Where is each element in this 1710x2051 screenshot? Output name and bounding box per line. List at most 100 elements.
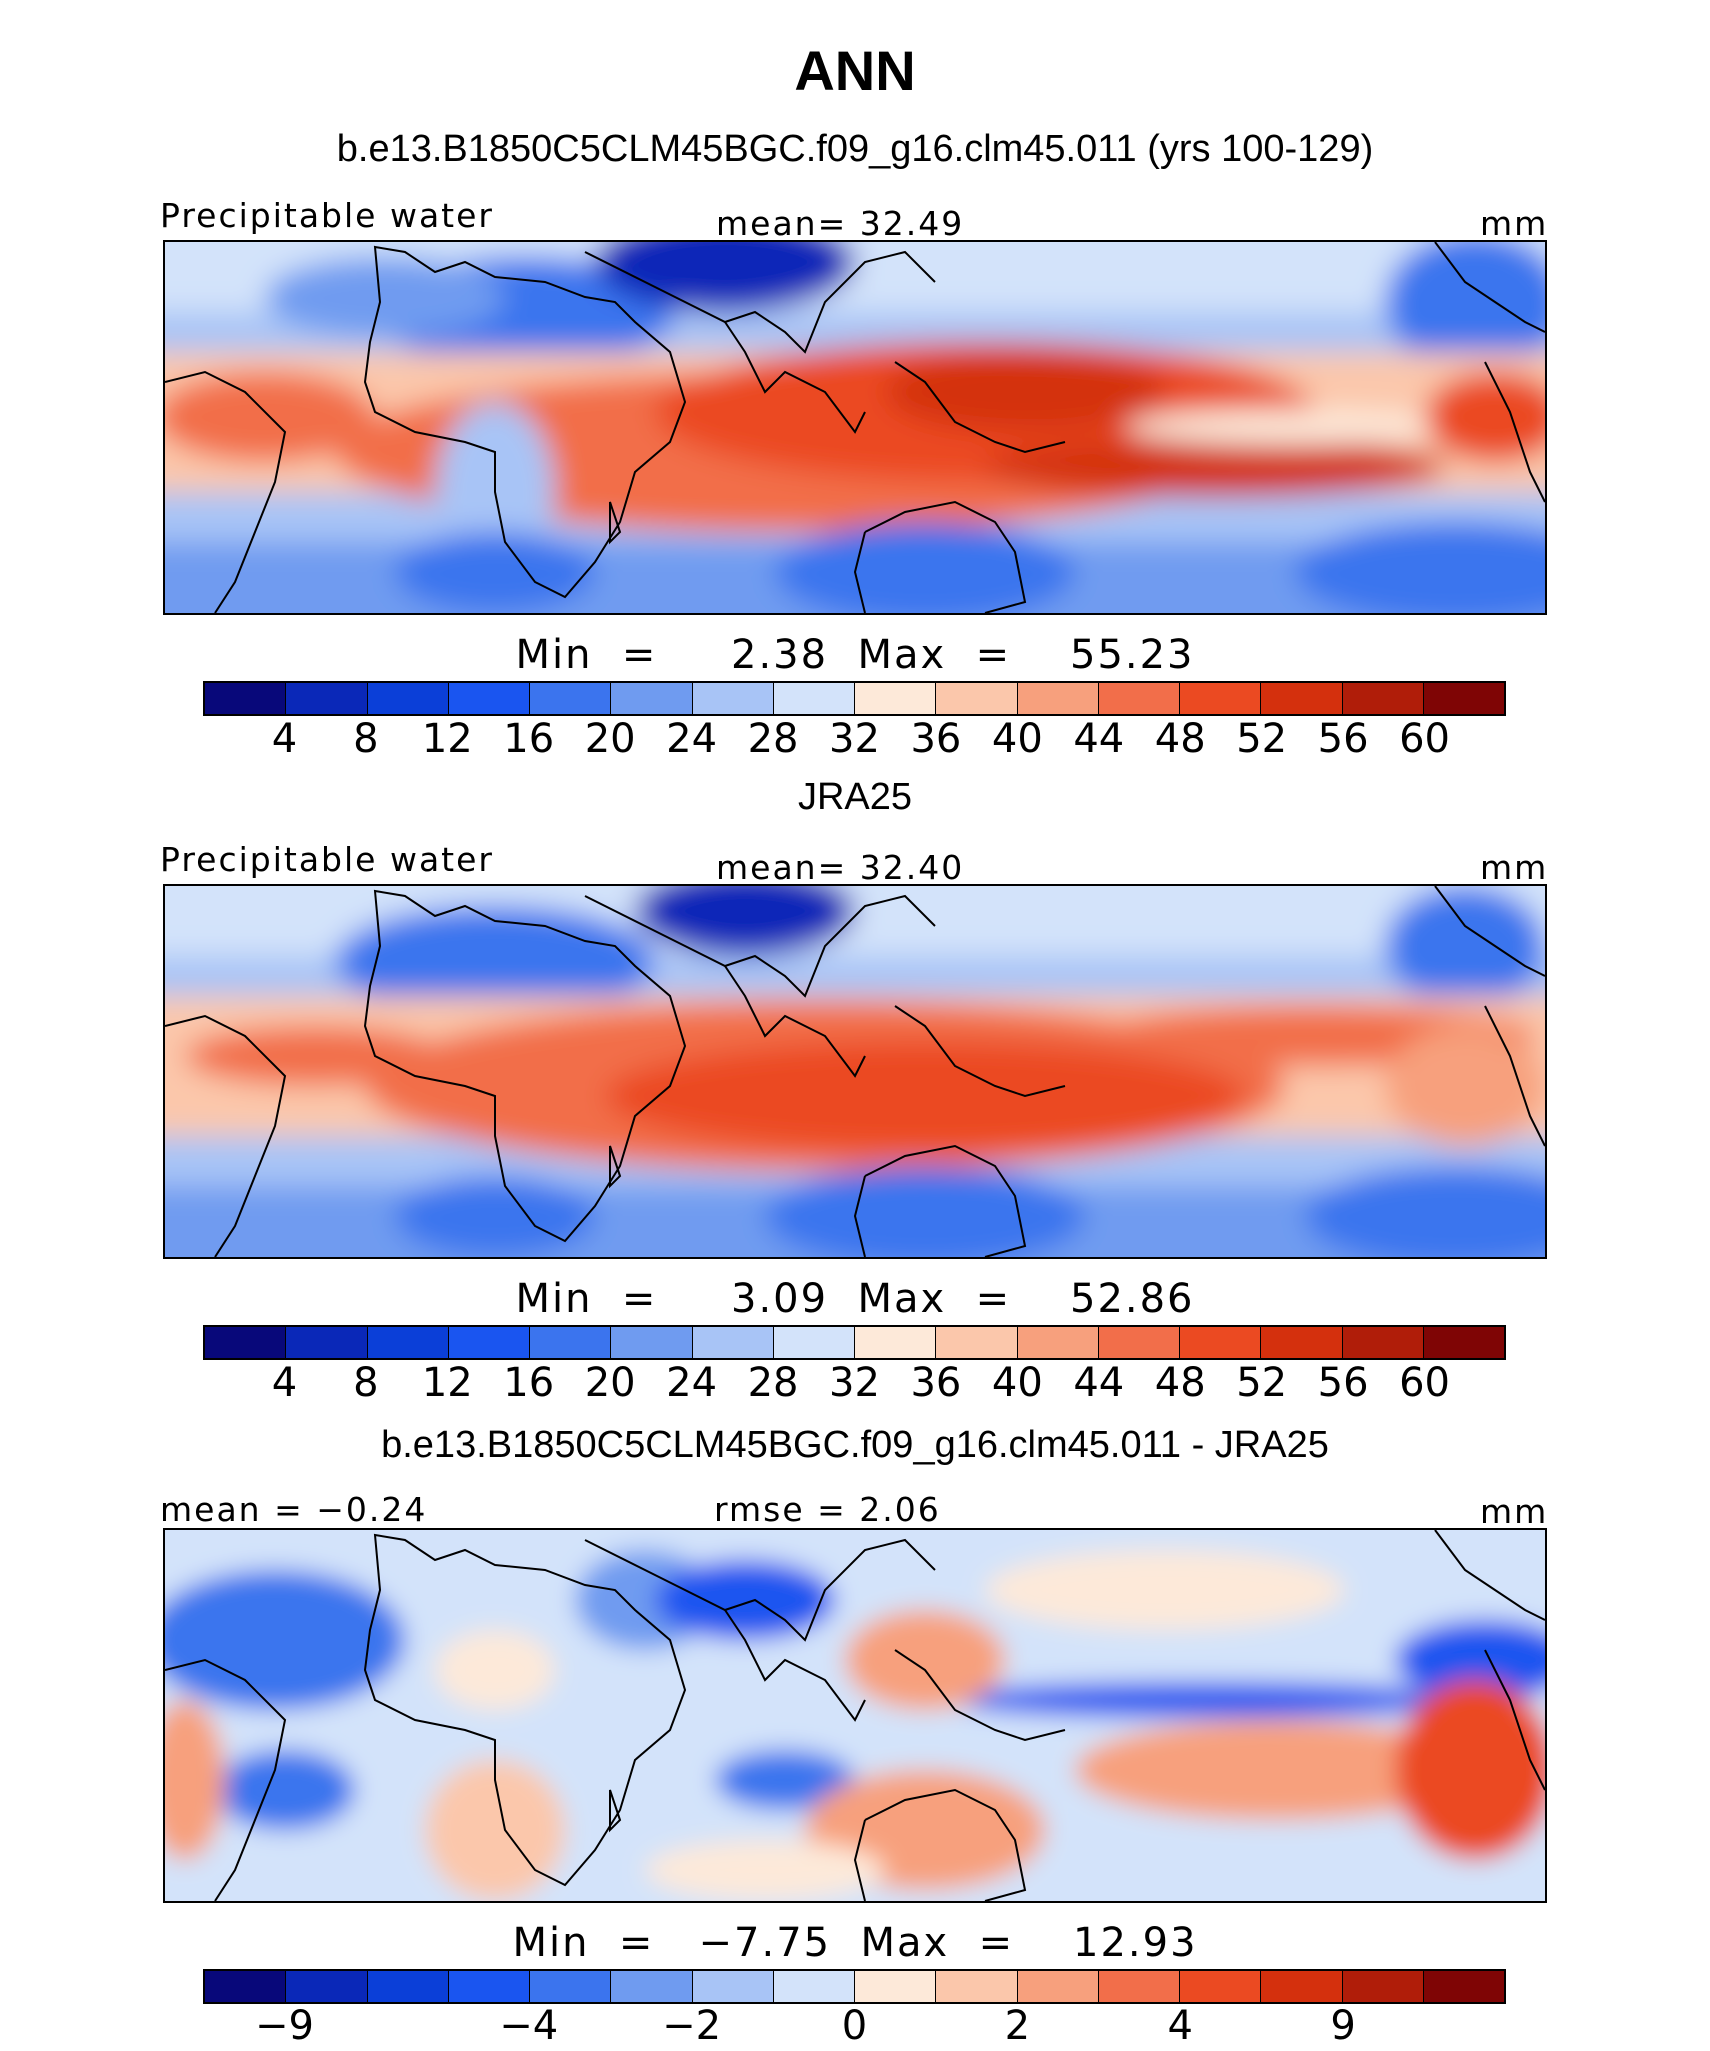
colorbar-cell [1180,683,1262,714]
colorbar-cell [530,1327,612,1358]
colorbar-tick-label: 8 [353,716,379,762]
panel-1-mean-label: mean= 32.49 [716,204,965,243]
panel-3-rmse-label: rmse = 2.06 [714,1490,941,1529]
colorbar-cell [773,1327,855,1358]
colorbar-cell [1098,1971,1180,2002]
colorbar-cell [1342,683,1424,714]
colorbar-cell [611,1971,693,2002]
colorbar-cell [448,683,530,714]
colorbar-cell [1180,1327,1262,1358]
colorbar-cell [448,1971,530,2002]
colorbar-cell [1261,1327,1343,1358]
colorbar-cell [205,1971,287,2002]
colorbar-tick-label: 32 [829,1360,880,1406]
colorbar-tick-label: 0 [841,2003,868,2049]
colorbar-tick-label: 28 [747,1360,799,1406]
colorbar-tick-label: 44 [1073,1360,1125,1406]
colorbar-tick-label: 36 [910,1360,962,1406]
colorbar-tick-label: 40 [991,1360,1043,1406]
panel-1-colorbar-ticks: 4 8 12 16 20 24 28 32 36 40 44 48 52 56 60 [203,716,1506,762]
colorbar-cell [1098,683,1180,714]
colorbar-tick-label: 48 [1154,1360,1206,1406]
colorbar-cell [286,1971,368,2002]
colorbar-tick-label: 60 [1399,1360,1451,1406]
colorbar-tick-label: 8 [353,1360,379,1406]
colorbar-tick-label: 12 [421,1360,473,1406]
panel-3-colorbar [203,1969,1506,2004]
colorbar-tick-label: 24 [666,1360,718,1406]
colorbar-tick-label: −2 [662,2003,722,2049]
colorbar-cell [1423,1327,1504,1358]
colorbar-tick-label: 32 [829,716,880,762]
colorbar-tick-label: 28 [747,716,799,762]
colorbar-tick-label: 48 [1154,716,1206,762]
colorbar-cell [692,1971,774,2002]
colorbar-cell [205,683,287,714]
panel-2-mean-label: mean= 32.40 [716,848,965,887]
colorbar-tick-label: 56 [1317,1360,1369,1406]
colorbar-tick-label: 36 [910,716,962,762]
panel-2-title: JRA25 [797,776,913,818]
panel-3-mean-label: mean = −0.24 [160,1490,428,1529]
colorbar-cell [773,683,855,714]
colorbar-tick-label: −9 [254,2003,314,2049]
panel-2-colorbar-ticks: 4 8 12 16 20 24 28 32 36 40 44 48 52 56 60 [203,1360,1506,1406]
colorbar-tick-label: 52 [1236,716,1288,762]
colorbar-cell [611,683,693,714]
colorbar-cell [1342,1327,1424,1358]
colorbar-cell [936,1327,1018,1358]
panel-2-units-label: mm [1480,848,1549,887]
panel-1-map [163,240,1547,615]
panel-3-map [163,1528,1547,1903]
colorbar-tick-label: 4 [1167,2003,1193,2049]
figure-title: ANN [794,39,916,102]
panel-2-map [163,884,1547,1259]
colorbar-cell [855,683,937,714]
panel-3-title: b.e13.B1850C5CLM45BGC.f09_g16.clm45.011 … [381,1424,1329,1466]
panel-3-units-label: mm [1480,1492,1549,1531]
panel-2-colorbar [203,1325,1506,1360]
colorbar-cell [286,1327,368,1358]
colorbar-cell [1098,1327,1180,1358]
panel-1-variable-label: Precipitable water [160,196,494,235]
colorbar-tick-label: 4 [271,716,298,762]
panel-3-min-max: Min = −7.75 Max = 12.93 [512,1920,1198,1966]
panel-2-variable-label: Precipitable water [160,840,494,879]
colorbar-cell [1017,1327,1099,1358]
colorbar-tick-label: 2 [1004,2003,1031,2049]
panel-1-min-max: Min = 2.38 Max = 55.23 [515,632,1195,678]
colorbar-cell [936,1971,1018,2002]
colorbar-tick-label: 20 [584,1360,636,1406]
colorbar-tick-label: 40 [991,716,1043,762]
colorbar-cell [530,683,612,714]
colorbar-cell [367,1971,449,2002]
colorbar-tick-label: 44 [1073,716,1125,762]
colorbar-tick-label: 24 [666,716,718,762]
colorbar-cell [530,1971,612,2002]
colorbar-cell [1423,683,1504,714]
colorbar-tick-label: 16 [503,1360,555,1406]
colorbar-cell [855,1971,937,2002]
colorbar-tick-label: 9 [1330,2003,1356,2049]
panel-2-min-max: Min = 3.09 Max = 52.86 [515,1276,1195,1322]
colorbar-cell [692,1327,774,1358]
panel-1-colorbar [203,681,1506,716]
colorbar-cell [1261,1971,1343,2002]
colorbar-cell [1180,1971,1262,2002]
colorbar-tick-label: 12 [421,716,473,762]
colorbar-cell [1017,683,1099,714]
colorbar-cell [1261,683,1343,714]
colorbar-tick-label: 16 [503,716,555,762]
colorbar-cell [1342,1971,1424,2002]
panel-1-units-label: mm [1480,204,1549,243]
colorbar-cell [286,683,368,714]
panel-3-colorbar-ticks: −9 −4 −2 0 2 4 9 [203,2003,1506,2049]
colorbar-tick-label: −4 [499,2003,559,2049]
colorbar-cell [692,683,774,714]
colorbar-tick-label: 4 [271,1360,298,1406]
colorbar-cell [1423,1971,1504,2002]
colorbar-cell [448,1327,530,1358]
panel-1-title: b.e13.B1850C5CLM45BGC.f09_g16.clm45.011 … [336,128,1374,170]
colorbar-tick-label: 20 [584,716,636,762]
